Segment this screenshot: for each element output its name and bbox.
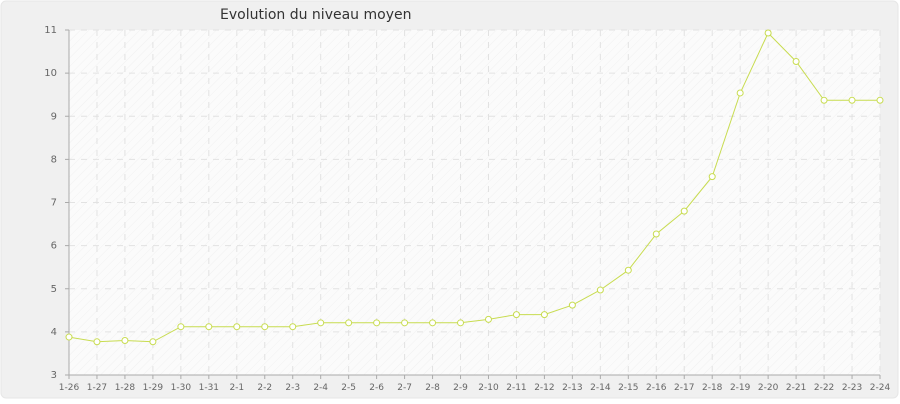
data-point [568,301,576,309]
x-tick-labels: 1-26 1-27 1-28 1-29 1-30 1-31 2-1 2-2 2-3 2-4 2-5 2… [59,383,891,393]
x-tick-label: 2-22 [814,383,834,393]
data-point [876,96,884,104]
x-tick-label: 2-24 [870,383,891,393]
y-tick-label: 5 [51,284,57,295]
y-tick-label: 6 [51,241,57,252]
x-tick-label: 2-16 [646,383,667,393]
x-tick-label: 2-1 [229,383,244,393]
data-point [121,337,129,344]
y-tick-label: 8 [51,154,57,165]
data-point [205,323,213,331]
data-point [289,323,297,331]
data-point [401,319,409,327]
data-point [708,173,716,181]
x-tick-label: 2-4 [313,383,328,393]
data-point [484,315,492,323]
x-tick-label: 2-2 [257,383,272,393]
y-tick-label: 9 [51,111,57,122]
x-tick-label: 2-11 [506,383,526,393]
x-tick-label: 2-18 [702,383,723,393]
x-tick-label: 2-5 [341,383,356,393]
data-point [848,96,856,104]
chart-title: Evolution du niveau moyen [220,7,412,23]
data-point [624,266,632,274]
series-line [68,32,880,343]
x-tick-label: 2-21 [786,383,806,393]
x-tick-label: 1-28 [115,383,136,393]
data-point [820,96,828,104]
data-point [429,319,437,327]
data-point [233,323,241,331]
x-tick-label: 2-12 [534,383,554,393]
x-tick-label: 2-20 [758,383,779,393]
data-point [540,311,548,319]
data-point [345,319,353,327]
data-point [512,311,520,319]
x-tick-label: 2-9 [453,383,468,393]
y-tick-label: 10 [44,68,57,79]
y-tick-labels: 3 4 5 6 7 8 9 10 11 [44,25,57,381]
x-tick-label: 2-19 [730,383,751,393]
series-layer [65,29,884,346]
y-tick-label: 11 [44,25,57,36]
y-tick-label: 4 [51,327,57,338]
x-tick-label: 2-6 [369,383,384,393]
x-tick-label: 2-23 [842,383,862,393]
data-point [65,333,73,341]
x-tick-label: 2-10 [478,383,499,393]
data-point [317,319,325,327]
x-tick-label: 2-15 [618,383,638,393]
y-tick-label: 7 [51,198,57,209]
data-point [261,323,269,331]
data-point [457,319,465,327]
x-tick-label: 1-27 [87,383,107,393]
y-tick-label: 3 [51,370,57,381]
data-point [177,323,185,331]
grid-lines [69,29,881,375]
axes [65,29,881,379]
x-tick-label: 1-26 [59,383,80,393]
data-point [652,230,660,238]
x-tick-label: 2-3 [285,383,300,393]
x-tick-label: 2-17 [674,383,694,393]
data-point [764,29,772,37]
x-tick-label: 2-14 [590,383,611,393]
x-tick-label: 1-30 [171,383,192,393]
x-tick-label: 1-31 [199,383,219,393]
x-tick-label: 1-29 [143,383,164,393]
data-point [736,89,744,97]
data-point [93,338,101,346]
data-point [149,338,157,346]
x-tick-label: 2-8 [425,383,440,393]
data-point [596,286,604,294]
data-point [792,57,800,65]
x-tick-label: 2-7 [397,383,412,393]
x-tick-label: 2-13 [562,383,582,393]
data-point [680,207,688,215]
data-point [373,319,381,327]
